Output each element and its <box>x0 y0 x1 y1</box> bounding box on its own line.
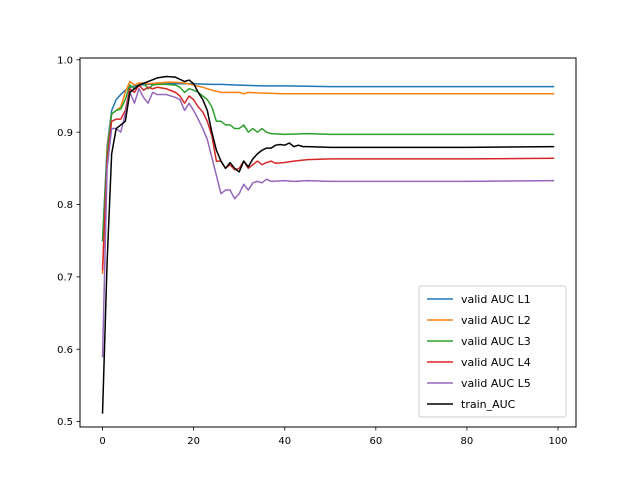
axes-frame <box>79 57 577 428</box>
legend-label-4: valid AUC L4 <box>461 356 531 369</box>
y-tick-label: 1.0 <box>57 55 73 66</box>
legend: valid AUC L1 valid AUC L2 valid AUC L3 vali… <box>418 285 567 418</box>
series-line-4 <box>101 84 555 271</box>
series-line-1 <box>101 82 555 242</box>
legend-frame <box>418 285 567 418</box>
legend-label-1: valid AUC L1 <box>461 293 531 306</box>
y-axis-ticks: 0.5 0.6 0.7 0.8 0.9 1.0 <box>57 55 80 428</box>
x-tick-label: 40 <box>278 436 291 447</box>
y-tick-label: 0.7 <box>57 272 73 283</box>
y-tick-label: 0.6 <box>57 345 73 356</box>
x-tick-label: 80 <box>461 436 474 447</box>
x-tick-label: 100 <box>548 436 567 447</box>
x-axis-ticks: 0 20 40 60 80 100 <box>99 427 568 447</box>
legend-label-5: valid AUC L5 <box>461 377 531 390</box>
y-tick-label: 0.5 <box>57 417 73 428</box>
series-layer <box>101 75 555 414</box>
x-tick-label: 20 <box>187 436 200 447</box>
series-line-2 <box>101 80 555 275</box>
legend-label-6: train_AUC <box>461 398 516 411</box>
series-line-3 <box>101 82 555 242</box>
y-tick-label: 0.8 <box>57 200 73 211</box>
x-tick-label: 60 <box>369 436 382 447</box>
series-line-5 <box>101 88 555 358</box>
y-tick-label: 0.9 <box>57 128 73 139</box>
series-line-6 <box>101 75 555 414</box>
x-tick-label: 0 <box>99 436 105 447</box>
legend-label-2: valid AUC L2 <box>461 314 531 327</box>
legend-label-3: valid AUC L3 <box>461 335 531 348</box>
